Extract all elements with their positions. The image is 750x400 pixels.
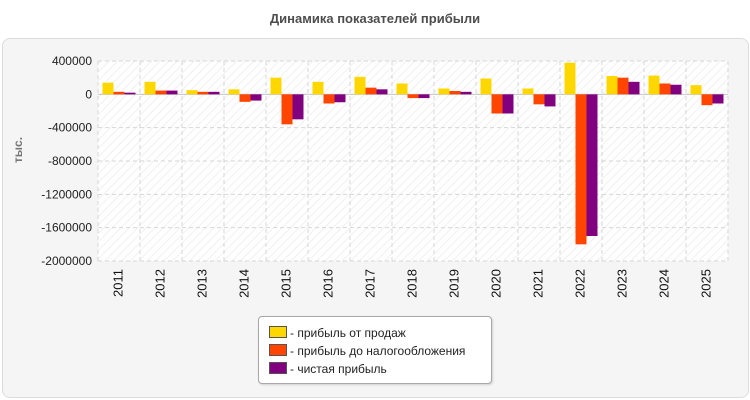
- bar-3-2016: [334, 94, 346, 103]
- x-tick-label: 2012: [152, 269, 167, 298]
- y-tick-label: 0: [85, 87, 92, 101]
- bar-2-2021: [533, 94, 545, 105]
- bar-3-2022: [586, 94, 598, 236]
- bar-2-2025: [701, 94, 713, 106]
- x-tick-label: 2011: [110, 269, 125, 297]
- y-tick-label: -1200000: [41, 187, 92, 201]
- x-tick-label: 2023: [614, 269, 629, 298]
- chart-title: Динамика показателей прибыли: [269, 11, 481, 26]
- x-tick-label: 2015: [278, 269, 293, 298]
- bar-1-2021: [522, 88, 534, 95]
- x-tick-label: 2016: [320, 269, 335, 298]
- x-tick-label: 2014: [236, 269, 251, 298]
- y-tick-label: 400000: [52, 54, 92, 68]
- bar-2-2020: [491, 94, 503, 114]
- bar-1-2020: [480, 78, 492, 95]
- bar-3-2015: [292, 94, 304, 120]
- legend-item: - прибыль от продаж: [269, 326, 406, 340]
- x-tick-label: 2019: [446, 269, 461, 298]
- y-tick-label: -1600000: [41, 221, 92, 235]
- x-tick-label: 2013: [194, 269, 209, 298]
- bar-1-2016: [312, 81, 324, 95]
- legend: - прибыль от продаж - прибыль до налогооб…: [258, 316, 492, 384]
- x-tick-label: 2025: [698, 269, 713, 298]
- legend-item: - прибыль до налогообложения: [269, 344, 465, 358]
- y-tick-label: -2000000: [41, 254, 92, 268]
- x-tick-label: 2024: [656, 269, 671, 298]
- y-tick-label: -400000: [48, 121, 92, 135]
- bar-2-2011: [113, 91, 125, 95]
- bar-3-2020: [502, 94, 514, 114]
- bar-1-2024: [648, 75, 660, 95]
- bar-3-2018: [418, 94, 430, 99]
- bar-2-2016: [323, 94, 335, 104]
- legend-label: - чистая прибыль: [290, 362, 387, 376]
- bar-2-2014: [239, 94, 251, 102]
- x-tick-label: 2017: [362, 269, 377, 298]
- bar-1-2014: [228, 89, 240, 95]
- bar-1-2017: [354, 76, 366, 95]
- bar-2-2022: [575, 94, 587, 245]
- bar-3-2013: [208, 91, 220, 95]
- legend-label: - прибыль до налогообложения: [290, 344, 466, 358]
- bar-3-2011: [124, 92, 136, 95]
- bar-3-2012: [166, 90, 178, 95]
- bar-3-2023: [628, 81, 640, 95]
- bar-2-2015: [281, 94, 293, 125]
- bar-1-2011: [102, 82, 114, 95]
- bar-1-2018: [396, 83, 408, 95]
- x-tick-label: 2022: [572, 269, 587, 298]
- bar-2-2013: [197, 91, 209, 95]
- bar-1-2025: [690, 85, 702, 95]
- bar-2-2023: [617, 77, 629, 95]
- bar-1-2023: [606, 76, 618, 95]
- bar-3-2019: [460, 91, 472, 95]
- bar-3-2024: [670, 84, 682, 95]
- legend-item: - чистая прибыль: [269, 362, 387, 376]
- legend-label: - прибыль от продаж: [290, 326, 406, 340]
- bar-1-2012: [144, 81, 156, 95]
- legend-swatch: [269, 344, 287, 356]
- legend-swatch: [269, 326, 287, 338]
- bar-1-2013: [186, 90, 198, 95]
- bar-2-2018: [407, 94, 419, 99]
- legend-swatch: [269, 362, 287, 374]
- bar-1-2022: [564, 62, 576, 95]
- bar-2-2012: [155, 90, 167, 95]
- x-tick-label: 2020: [488, 269, 503, 298]
- bar-2-2019: [449, 91, 461, 95]
- bar-1-2019: [438, 88, 450, 95]
- y-axis-label: тыс.: [11, 137, 25, 163]
- y-tick-label: -800000: [48, 154, 92, 168]
- bar-3-2021: [544, 94, 556, 107]
- x-tick-label: 2018: [404, 269, 419, 298]
- bar-2-2024: [659, 83, 671, 95]
- bar-3-2014: [250, 94, 262, 101]
- bar-3-2017: [376, 89, 388, 95]
- bar-1-2015: [270, 77, 282, 95]
- x-tick-label: 2021: [530, 269, 545, 298]
- bar-3-2025: [712, 94, 724, 104]
- bar-2-2017: [365, 87, 377, 95]
